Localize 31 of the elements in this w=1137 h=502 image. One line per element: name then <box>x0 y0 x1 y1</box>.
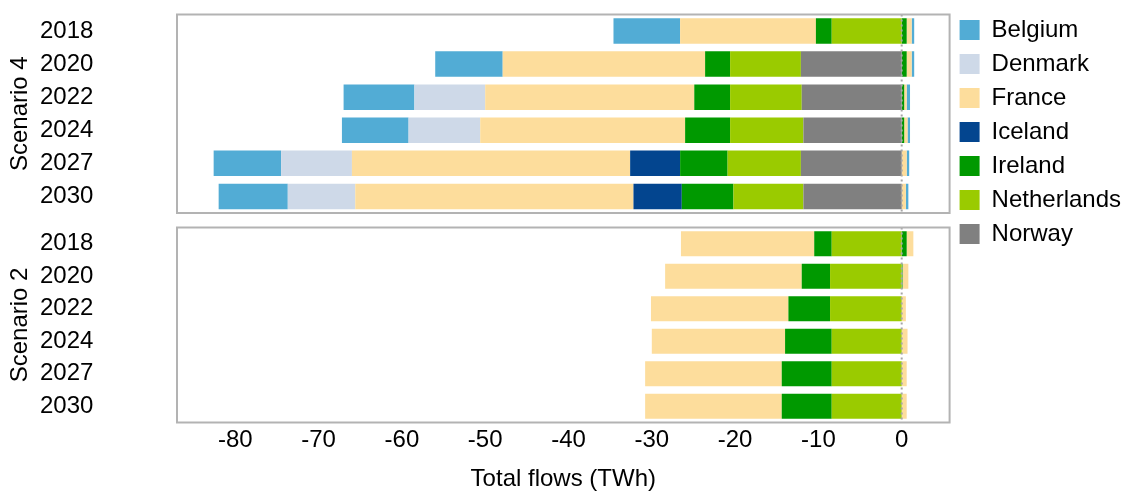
y-tick-label: 2018 <box>40 228 94 256</box>
y-tick-label: 2027 <box>40 147 94 175</box>
y-tick-label: 2024 <box>40 114 94 142</box>
x-tick-label: -10 <box>801 425 836 453</box>
y-tick-label: 2022 <box>40 81 94 109</box>
legend-label: Netherlands <box>991 184 1122 212</box>
x-tick-label: -70 <box>301 425 336 453</box>
y-tick-label: 2030 <box>40 390 94 418</box>
x-tick-label: -80 <box>217 425 253 453</box>
y-tick-label: 2022 <box>40 293 94 321</box>
y-tick-label: 2020 <box>40 260 94 288</box>
y-axis-title: Scenario 4 <box>4 56 32 172</box>
x-tick-label: -50 <box>467 425 503 453</box>
y-tick-label: 2024 <box>40 325 94 353</box>
x-tick-label: -60 <box>384 425 420 453</box>
x-tick-label: -30 <box>634 425 670 453</box>
x-axis-title: Total flows (TWh) <box>470 464 656 492</box>
y-tick-label: 2027 <box>40 358 94 386</box>
y-tick-label: 2018 <box>40 15 94 43</box>
y-tick-label: 2030 <box>40 181 94 209</box>
legend-label: Iceland <box>991 116 1069 144</box>
y-axis-title: Scenario 2 <box>4 267 32 383</box>
legend-label: Denmark <box>991 48 1090 76</box>
x-tick-label: 0 <box>895 425 909 453</box>
legend-label: Ireland <box>991 150 1065 178</box>
legend-label: Norway <box>991 218 1073 246</box>
legend-label: Belgium <box>991 14 1079 42</box>
legend-label: France <box>991 82 1067 110</box>
y-tick-label: 2020 <box>40 48 94 76</box>
x-tick-label: -20 <box>717 425 753 453</box>
x-tick-label: -40 <box>551 425 586 453</box>
